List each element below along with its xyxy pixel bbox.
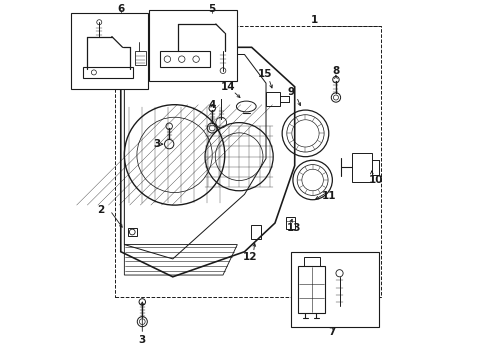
Text: 3: 3 [139, 334, 145, 345]
Text: 2: 2 [97, 206, 104, 216]
Text: 13: 13 [286, 224, 301, 233]
Text: 8: 8 [332, 66, 339, 76]
Text: 15: 15 [258, 69, 272, 79]
Bar [250, 225, 261, 239]
Bar [149, 10, 237, 81]
Text: 10: 10 [368, 175, 383, 185]
Text: 14: 14 [221, 82, 235, 92]
Bar [351, 153, 371, 182]
Bar [128, 228, 137, 236]
Text: 4: 4 [208, 100, 216, 110]
Bar [265, 92, 280, 107]
Text: 6: 6 [117, 4, 124, 14]
Text: 12: 12 [242, 252, 257, 262]
Bar [290, 252, 378, 327]
Text: 3: 3 [153, 139, 160, 149]
Bar [70, 13, 147, 89]
Bar [135, 51, 145, 65]
Bar [83, 67, 133, 78]
Bar [160, 51, 210, 67]
Bar [298, 266, 325, 313]
Bar [285, 217, 294, 229]
Text: 11: 11 [321, 191, 335, 201]
Text: 9: 9 [287, 87, 294, 97]
Text: 1: 1 [310, 15, 317, 26]
Text: 7: 7 [328, 327, 335, 337]
Bar [115, 26, 380, 297]
Text: 5: 5 [208, 4, 215, 14]
Bar [303, 257, 319, 266]
